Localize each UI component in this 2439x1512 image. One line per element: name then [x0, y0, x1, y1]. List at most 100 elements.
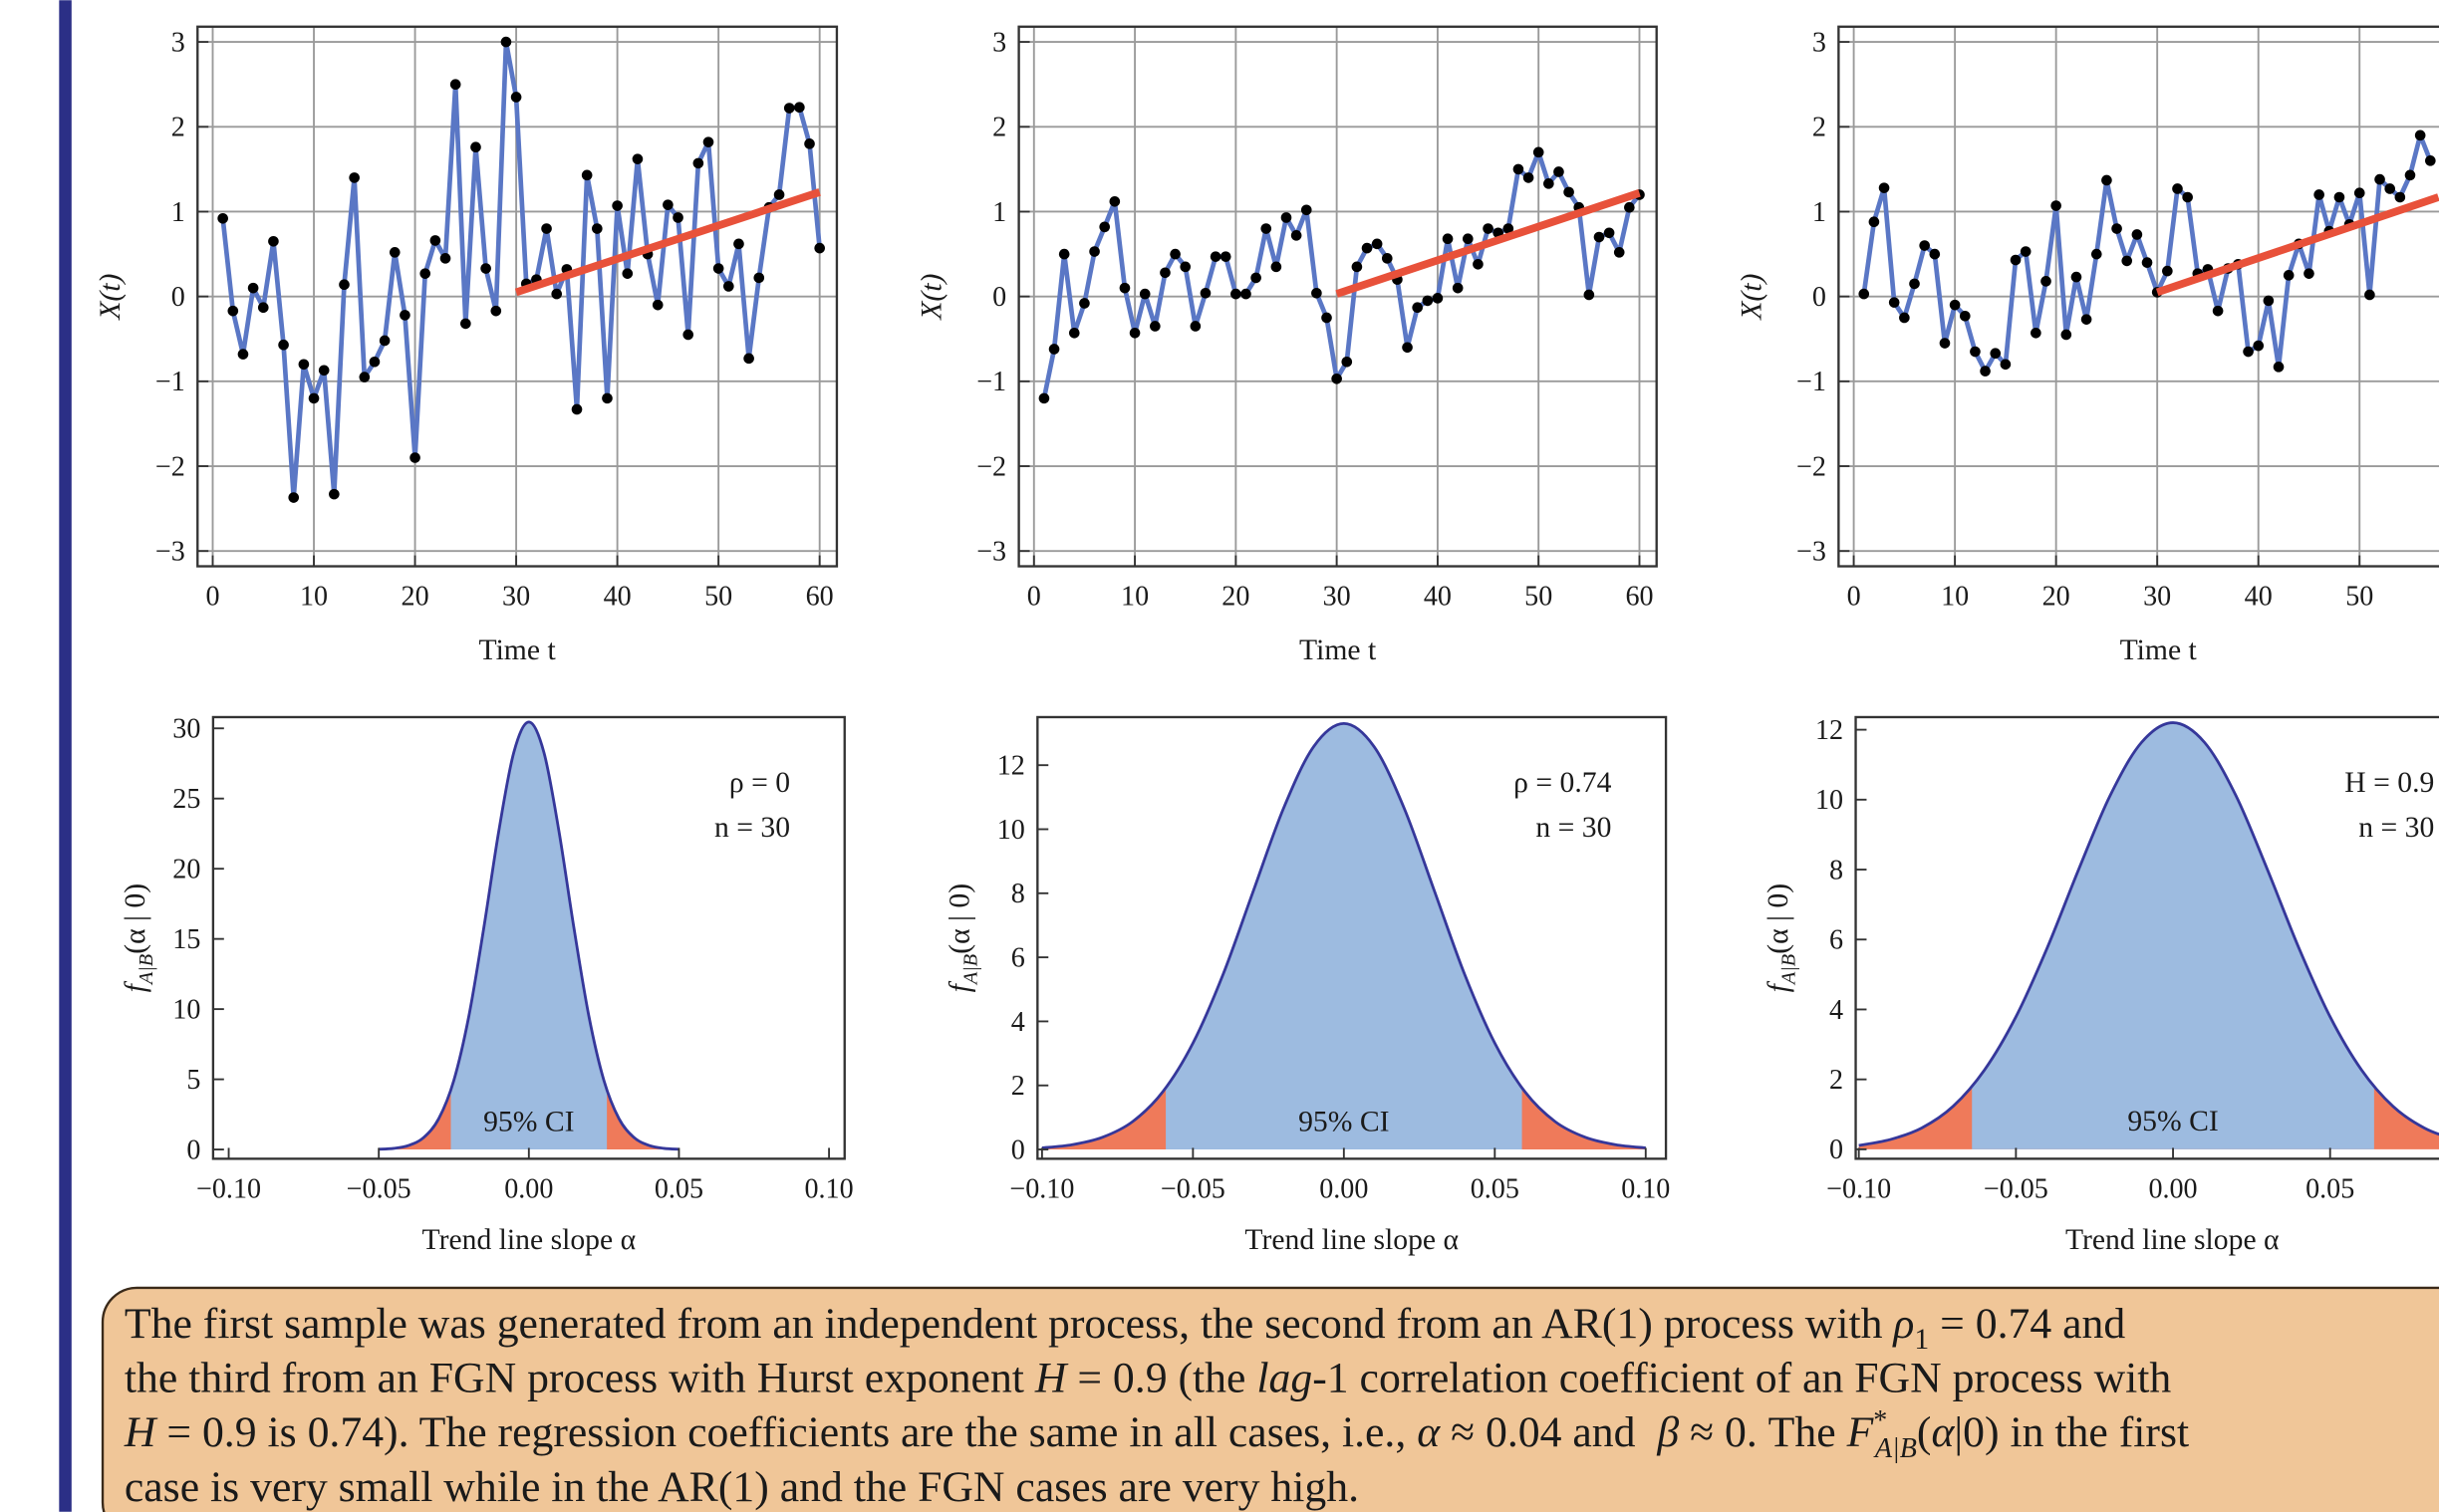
trend-line [1335, 189, 1641, 298]
y-tick-label: −1 [1796, 367, 1826, 397]
data-point [460, 318, 471, 330]
data-point [470, 141, 481, 153]
data-point [2374, 173, 2385, 185]
y-tick-label: −2 [976, 451, 1006, 482]
data-point [673, 212, 683, 223]
caption-text: The first sample was generated from an i… [125, 1300, 1894, 1348]
y-tick-label: 12 [1815, 715, 1843, 746]
y-tick-label: 3 [171, 27, 185, 58]
y-axis-label-part: (α | 0) [945, 883, 976, 954]
data-point [349, 172, 360, 183]
y-tick-label: 0 [1829, 1134, 1843, 1165]
data-point [2031, 327, 2041, 339]
data-point [2000, 359, 2012, 371]
caption-text: H [1034, 1355, 1069, 1402]
data-point [712, 263, 724, 274]
y-tick-label: −1 [976, 367, 1006, 397]
caption-text: |0) in the first [1954, 1408, 2189, 1456]
y-axis-label-part: A|B [1778, 954, 1800, 986]
y-axis-label-part: (α | 0) [120, 883, 151, 954]
ci-area [1166, 723, 1522, 1150]
annotation: n = 30 [2358, 812, 2434, 844]
data-point [1512, 163, 1524, 175]
data-point [2131, 229, 2143, 240]
caption-text: lag [1256, 1355, 1312, 1402]
data-point [571, 403, 583, 415]
plot-frame [1837, 25, 2439, 568]
y-tick-label: 5 [186, 1065, 200, 1096]
ci-area [1972, 722, 2374, 1149]
plot-frame [196, 25, 839, 568]
data-point [257, 302, 269, 314]
caption-line: the third from an FGN process with Hurst… [125, 1355, 2172, 1402]
data-point [1442, 233, 1454, 245]
data-point [359, 372, 371, 382]
y-tick-label: 6 [1829, 925, 1843, 956]
data-point [2060, 329, 2072, 341]
y-tick-label: 8 [1829, 855, 1843, 885]
data-point [2050, 200, 2061, 211]
y-axis-label: X(t) [95, 274, 127, 321]
data-point [622, 268, 634, 279]
annotation: ρ = 0 [729, 767, 790, 799]
data-point [2384, 183, 2396, 194]
density-curve [1041, 721, 1646, 1149]
data-point [1613, 247, 1625, 258]
plot-frame [1017, 25, 1658, 568]
data-point [2101, 174, 2112, 186]
x-tick-label: −0.10 [1826, 1173, 1891, 1204]
data-point [2090, 248, 2102, 260]
data-point [2162, 265, 2173, 277]
y-tick-label: 10 [1815, 785, 1843, 816]
caption-text: * [1873, 1405, 1887, 1436]
caption-text: ρ [1891, 1300, 1914, 1348]
data-point [1888, 297, 1900, 308]
data-point [1260, 223, 1272, 234]
data-point [369, 356, 381, 368]
data-point [2141, 257, 2153, 268]
data-point [1593, 231, 1605, 243]
y-axis-label-part: A|B [136, 954, 157, 986]
data-point [1068, 327, 1080, 339]
y-tick-label: 0 [992, 282, 1006, 313]
data-point [1331, 373, 1342, 384]
data-point [1270, 261, 1282, 273]
data-point [339, 279, 350, 291]
data-point [1878, 182, 1890, 193]
x-tick-label: 50 [2345, 582, 2373, 613]
data-point [2263, 295, 2275, 307]
data-point [288, 492, 300, 503]
data-point [773, 189, 785, 200]
data-point [733, 238, 744, 250]
caption-text: 1 [1914, 1324, 1929, 1356]
data-point [419, 268, 431, 279]
x-tick-label: −0.05 [347, 1173, 411, 1204]
data-point [1502, 223, 1514, 234]
y-axis-label-part: f [1762, 980, 1794, 992]
y-tick-label: 20 [172, 855, 200, 885]
ci-label: 95% CI [483, 1106, 574, 1137]
data-point [1200, 287, 1212, 299]
caption-text: case is very small while in the AR(1) an… [125, 1463, 1359, 1511]
data-point [1139, 288, 1151, 300]
data-point [1412, 302, 1423, 314]
data-point [400, 310, 410, 321]
x-tick-label: 40 [1424, 582, 1452, 613]
x-tick-label: 30 [502, 582, 530, 613]
data-point [1180, 261, 1192, 273]
y-tick-label: −3 [1796, 537, 1826, 568]
data-point [652, 299, 664, 311]
data-point [500, 36, 512, 48]
data-point [1473, 258, 1484, 270]
data-point [1240, 288, 1251, 300]
data-point [439, 253, 451, 264]
data-point [2172, 183, 2183, 194]
x-tick-label: 10 [1121, 582, 1149, 613]
data-point [278, 339, 289, 351]
data-point [2353, 187, 2365, 199]
y-axis-label-part: f [945, 980, 976, 992]
data-point [2273, 362, 2285, 373]
y-tick-label: 2 [992, 113, 1006, 143]
data-point [1280, 212, 1292, 223]
